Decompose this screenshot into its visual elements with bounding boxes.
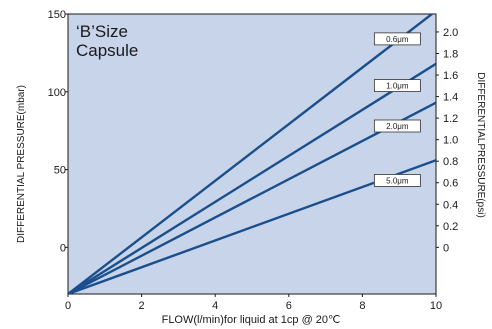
x-tick-label-0: 0: [65, 300, 71, 312]
y-right-tick-label-3: 0.6: [443, 178, 458, 190]
series-line-1: [68, 62, 436, 294]
x-axis-label: FLOW(l/min)for liquid at 1cp @ 20℃: [162, 314, 341, 326]
y-left-axis-ticks: 0 50 100 150: [48, 9, 68, 254]
y-right-tick-label-7: 1.4: [443, 92, 458, 104]
y-right-tick-label-2: 0.4: [443, 199, 458, 211]
chart-title-line-2: Capsule: [76, 41, 138, 60]
x-tick-label-1: 2: [139, 300, 145, 312]
series-label-box-3: [373, 174, 421, 187]
y-right-axis-label: DIFFERENTIALPRESSURE(psi): [475, 72, 486, 218]
series-label-0: 0.6μm: [386, 35, 409, 44]
y-right-tick-label-0: 0: [443, 242, 449, 254]
y-right-tick-label-9: 1.8: [443, 48, 458, 60]
y-right-tick-label-5: 1.0: [443, 135, 458, 147]
y-left-tick-label-0: 0: [60, 242, 66, 254]
x-tick-label-2: 4: [212, 300, 218, 312]
series-labels: 0.6μm 1.0μm 2.0μm 5.0μm: [373, 32, 421, 187]
y-right-tick-label-10: 2.0: [443, 27, 458, 39]
x-tick-label-3: 6: [286, 300, 292, 312]
y-left-tick-label-2: 100: [48, 87, 66, 99]
y-right-tick-label-6: 1.2: [443, 113, 458, 125]
y-left-tick-label-1: 50: [54, 165, 66, 177]
series-label-3: 5.0μm: [386, 176, 409, 185]
series-label-box-1: [373, 79, 421, 92]
chart-title-line-1: ‘B’Size: [76, 22, 128, 41]
x-axis-ticks: 0 2 4 6 8 10: [65, 294, 442, 312]
series-lines: [68, 14, 436, 294]
series-line-0: [68, 14, 434, 294]
y-right-tick-label-8: 1.6: [443, 70, 458, 82]
x-tick-label-5: 10: [430, 300, 442, 312]
series-label-1: 1.0μm: [386, 82, 409, 91]
series-line-2: [68, 101, 436, 294]
y-left-axis-label: DIFFERENTIAL PRESSURE(mbar): [16, 85, 27, 243]
series-label-box-2: [373, 119, 421, 133]
series-label-2: 2.0μm: [386, 122, 409, 131]
y-right-tick-label-4: 0.8: [443, 156, 458, 168]
y-right-tick-label-1: 0.2: [443, 221, 458, 233]
series-label-box-0: [373, 32, 421, 46]
y-left-tick-label-3: 150: [48, 9, 66, 21]
y-right-axis-ticks: 0 0.2 0.4 0.6 0.8 1.0 1.2 1.4 1.6 1.8 2.0: [436, 27, 458, 254]
x-tick-label-4: 8: [359, 300, 365, 312]
